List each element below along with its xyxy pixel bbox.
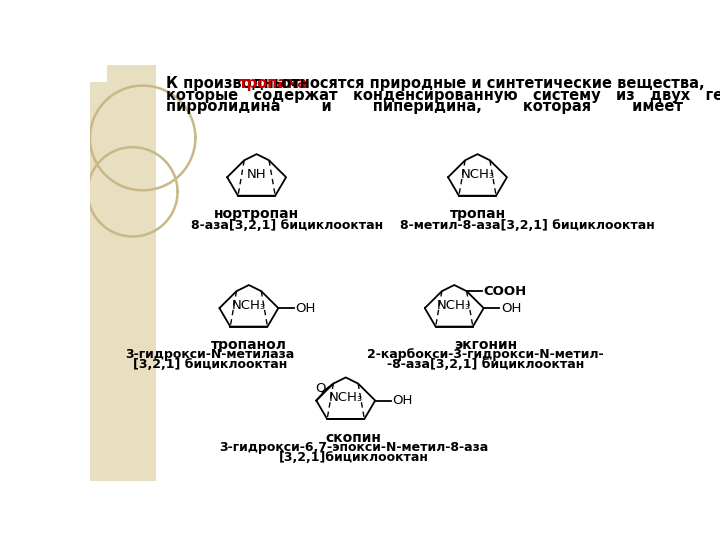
Text: тропан: тропан: [449, 207, 505, 221]
Text: тропана: тропана: [239, 76, 308, 91]
Text: OH: OH: [392, 394, 413, 407]
Text: NCH₃: NCH₃: [232, 299, 266, 312]
Text: [3,2,1]бициклооктан: [3,2,1]бициклооктан: [279, 451, 428, 464]
Text: [3,2,1] бициклооктан: [3,2,1] бициклооктан: [133, 358, 287, 371]
Text: COOH: COOH: [484, 285, 527, 298]
Text: NCH₃: NCH₃: [329, 391, 363, 404]
Text: нортропан: нортропан: [214, 207, 300, 221]
Text: OH: OH: [500, 302, 521, 315]
Text: 3-гидрокси-6,7-эпокси-N-метил-8-аза: 3-гидрокси-6,7-эпокси-N-метил-8-аза: [219, 441, 488, 454]
Text: -8-аза[3,2,1] бициклооктан: -8-аза[3,2,1] бициклооктан: [387, 358, 584, 371]
Text: O: O: [315, 382, 325, 395]
Text: NH: NH: [247, 167, 266, 181]
Text: 8-аза[3,2,1] бициклооктан: 8-аза[3,2,1] бициклооктан: [191, 219, 383, 232]
Text: 8-метил-8-аза[3,2,1] бициклооктан: 8-метил-8-аза[3,2,1] бициклооктан: [400, 219, 654, 232]
Text: экгонин: экгонин: [454, 338, 517, 352]
Text: скопин: скопин: [325, 431, 382, 446]
Text: NCH₃: NCH₃: [460, 167, 495, 181]
Text: которые   содержат   конденсированную   систему   из   двух   гетероциклов   -: которые содержат конденсированную систем…: [166, 88, 720, 103]
Text: тропанол: тропанол: [211, 338, 287, 352]
Text: пирролидина        и        пиперидина,        которая        имеет        назва: пирролидина и пиперидина, которая имеет …: [166, 99, 720, 114]
Bar: [90, 65, 156, 481]
Text: К производным: К производным: [166, 76, 304, 91]
Text: 2-карбокси-3-гидрокси-N-метил-: 2-карбокси-3-гидрокси-N-метил-: [367, 348, 603, 361]
Text: OH: OH: [295, 302, 316, 315]
Bar: [90, 65, 107, 82]
Text: относятся природные и синтетические вещества,: относятся природные и синтетические веще…: [276, 76, 705, 91]
Text: 3-гидрокси-N-метилаза: 3-гидрокси-N-метилаза: [125, 348, 294, 361]
Text: NCH₃: NCH₃: [437, 299, 472, 312]
